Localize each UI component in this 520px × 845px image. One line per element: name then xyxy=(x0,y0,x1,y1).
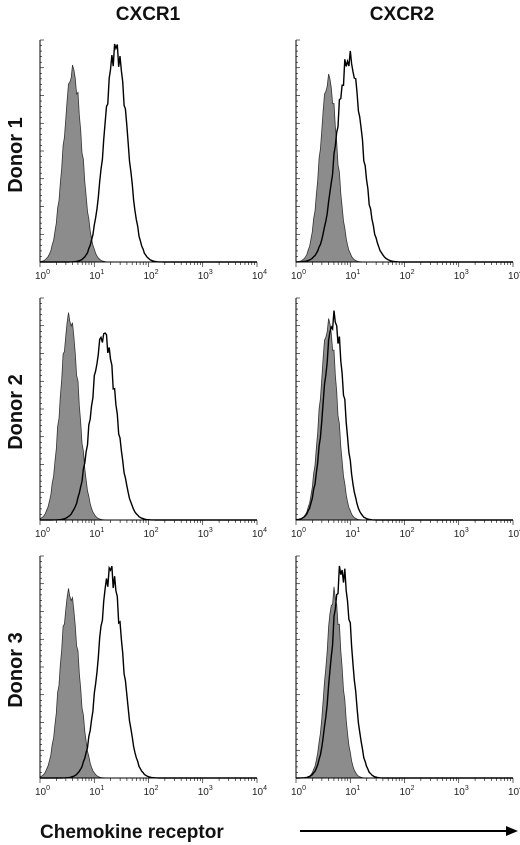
x-tick-label: 102 xyxy=(400,269,415,282)
column-title-cxcr1: CXCR1 xyxy=(116,4,181,25)
x-tick-label: 101 xyxy=(345,785,360,798)
x-tick-label: 102 xyxy=(144,785,159,798)
control-histogram-area xyxy=(295,73,513,263)
x-tick-label: 104 xyxy=(252,269,267,282)
control-histogram-area xyxy=(39,64,257,263)
histogram-panel: 100 101 102 103 104 xyxy=(35,39,267,282)
x-tick-label: 104 xyxy=(508,785,520,798)
x-tick-label: 100 xyxy=(35,527,50,540)
x-tick-label: 103 xyxy=(454,527,469,540)
x-tick-label: 102 xyxy=(400,785,415,798)
x-tick-label: 101 xyxy=(89,527,104,540)
x-tick-label: 100 xyxy=(291,527,306,540)
x-tick-label: 101 xyxy=(345,527,360,540)
x-tick-label: 103 xyxy=(454,269,469,282)
row-title-donor-1: Donor 1 xyxy=(5,117,27,193)
x-tick-label: 100 xyxy=(291,269,306,282)
x-tick-label: 100 xyxy=(35,785,50,798)
histogram-panel: 100 101 102 103 104 xyxy=(291,555,520,798)
x-tick-label: 103 xyxy=(198,785,213,798)
row-title-donor-3: Donor 3 xyxy=(5,632,27,708)
x-tick-label: 104 xyxy=(508,527,520,540)
x-tick-label: 101 xyxy=(345,269,360,282)
control-histogram-area xyxy=(39,588,257,779)
x-tick-label: 100 xyxy=(35,269,50,282)
x-tick-label: 104 xyxy=(252,527,267,540)
column-title-cxcr2: CXCR2 xyxy=(370,4,434,25)
control-histogram-area xyxy=(39,312,257,521)
x-tick-label: 102 xyxy=(400,527,415,540)
x-tick-label: 102 xyxy=(144,527,159,540)
x-tick-label: 104 xyxy=(508,269,520,282)
x-tick-label: 101 xyxy=(89,785,104,798)
x-tick-label: 102 xyxy=(144,269,159,282)
histogram-panel: 100 101 102 103 104 xyxy=(291,39,520,282)
histogram-panel: 100 101 102 103 104 xyxy=(35,297,267,540)
x-tick-label: 103 xyxy=(198,269,213,282)
x-tick-label: 100 xyxy=(291,785,306,798)
x-tick-label: 103 xyxy=(198,527,213,540)
histogram-panel: 100 101 102 103 104 xyxy=(291,297,520,540)
direction-arrow-icon xyxy=(300,826,518,836)
x-tick-label: 101 xyxy=(89,269,104,282)
histogram-panel: 100 101 102 103 104 xyxy=(35,555,267,798)
x-axis-label: Chemokine receptor xyxy=(40,822,224,843)
histogram-panels: 1001011021031041001011021031041001011021… xyxy=(35,39,520,798)
x-tick-label: 104 xyxy=(252,785,267,798)
x-tick-label: 103 xyxy=(454,785,469,798)
row-title-donor-2: Donor 2 xyxy=(5,374,27,450)
